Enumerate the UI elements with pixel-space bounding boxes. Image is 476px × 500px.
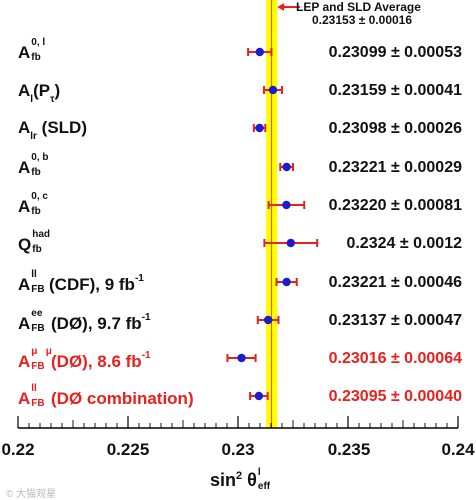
data-point bbox=[255, 123, 264, 133]
row-label-afb-0b: A 0, b fb bbox=[18, 151, 49, 178]
data-points-layer bbox=[226, 47, 319, 401]
watermark: © 大猫观星 bbox=[6, 489, 57, 500]
x-tick-label: 0.23 bbox=[221, 440, 255, 459]
value-text: 0.23221 ± 0.00046 bbox=[328, 274, 462, 291]
x-axis bbox=[17, 416, 459, 429]
x-tick-label: 0.225 bbox=[106, 440, 150, 459]
data-point bbox=[237, 353, 246, 363]
data-point bbox=[255, 47, 264, 57]
data-point bbox=[254, 391, 264, 401]
data-point bbox=[282, 162, 291, 172]
x-tick-label: 0.235 bbox=[327, 440, 371, 459]
value-text: 0.2324 ± 0.0012 bbox=[346, 235, 462, 252]
x-tick-label: 0.22 bbox=[1, 440, 35, 459]
x-tick-label: 0.24 bbox=[441, 440, 475, 459]
value-text: 0.23098 ± 0.00026 bbox=[328, 120, 462, 137]
value-text: 0.23095 ± 0.00040 bbox=[328, 388, 462, 405]
value-text: 0.23099 ± 0.00053 bbox=[328, 44, 462, 61]
value-text: 0.23220 ± 0.00081 bbox=[328, 197, 462, 214]
row-label-afb-0c: A 0, c fb bbox=[18, 190, 48, 217]
value-text: 0.23159 ± 0.00041 bbox=[328, 82, 462, 99]
data-point bbox=[268, 85, 278, 95]
average-band-value: 0.23153 ± 0.00016 bbox=[312, 13, 413, 27]
average-band-label: LEP and SLD Average bbox=[296, 0, 421, 14]
average-band-layer bbox=[266, 0, 300, 428]
data-point bbox=[282, 200, 291, 210]
row-label-alr-sld: Alr (SLD) bbox=[18, 118, 87, 143]
data-point bbox=[282, 277, 291, 287]
value-text: 0.23137 ± 0.00047 bbox=[328, 312, 462, 329]
x-axis-title: sin2 θ l eff bbox=[210, 467, 271, 493]
row-label-al-ptau: Al(Pτ) bbox=[18, 81, 61, 106]
average-arrow-head bbox=[277, 3, 285, 11]
data-point bbox=[263, 315, 273, 325]
value-text: 0.23221 ± 0.00029 bbox=[328, 159, 462, 176]
value-text: 0.23016 ± 0.00064 bbox=[328, 350, 462, 367]
data-point bbox=[286, 238, 295, 248]
row-label-afb-0l: A 0, l fb bbox=[18, 36, 46, 63]
